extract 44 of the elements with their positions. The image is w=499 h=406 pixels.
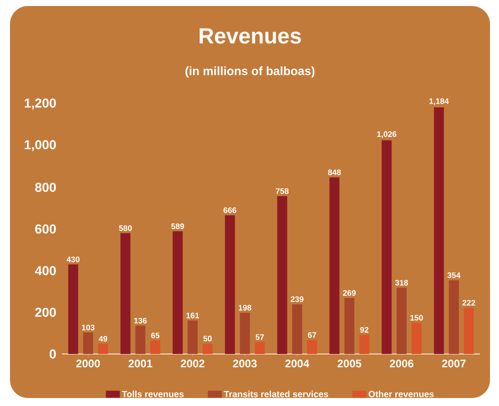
bar	[188, 320, 198, 354]
y-tick-label: 1,000	[24, 140, 56, 152]
y-tick-label: 800	[35, 182, 56, 192]
bar	[382, 140, 392, 354]
x-tick-label: 2004	[285, 360, 310, 368]
bar	[202, 344, 213, 354]
bar	[135, 326, 146, 354]
legend-label: Tolls revenues	[122, 390, 184, 398]
legend-label: Transits related services	[224, 390, 328, 398]
y-tick-label: 200	[35, 308, 56, 317]
bar	[68, 264, 78, 354]
y-tick-label: 400	[34, 266, 56, 276]
bar	[172, 231, 183, 354]
bar	[240, 312, 250, 354]
bar	[98, 344, 108, 354]
bar	[329, 177, 340, 354]
legend-label: Other revenues	[368, 390, 434, 398]
bar	[224, 215, 235, 354]
bar	[344, 298, 354, 354]
y-tick-label: 1,200	[24, 98, 56, 110]
bar	[277, 196, 288, 354]
bar	[359, 334, 370, 354]
bar	[396, 288, 407, 354]
x-tick-label: 2006	[390, 360, 414, 368]
bar	[448, 280, 459, 354]
bar	[150, 340, 160, 354]
x-tick-label: 2007	[442, 360, 466, 368]
x-tick-label: 2001	[128, 360, 152, 368]
x-tick-label: 2003	[233, 360, 257, 368]
bar	[434, 107, 444, 354]
bar	[464, 308, 474, 354]
chart-subtitle: (in millions of balboas)	[186, 66, 315, 78]
bar	[120, 233, 130, 354]
x-tick-label: 2005	[338, 360, 362, 368]
y-tick-label: 600	[35, 224, 56, 234]
bar	[254, 342, 265, 354]
y-tick-label: 0	[50, 349, 56, 359]
bar	[412, 322, 422, 354]
chart-title: Revenues	[200, 28, 301, 44]
bar	[307, 340, 318, 354]
bar	[292, 304, 302, 354]
bar	[83, 332, 94, 354]
x-tick-label: 2000	[76, 360, 100, 368]
x-tick-label: 2002	[180, 360, 204, 368]
